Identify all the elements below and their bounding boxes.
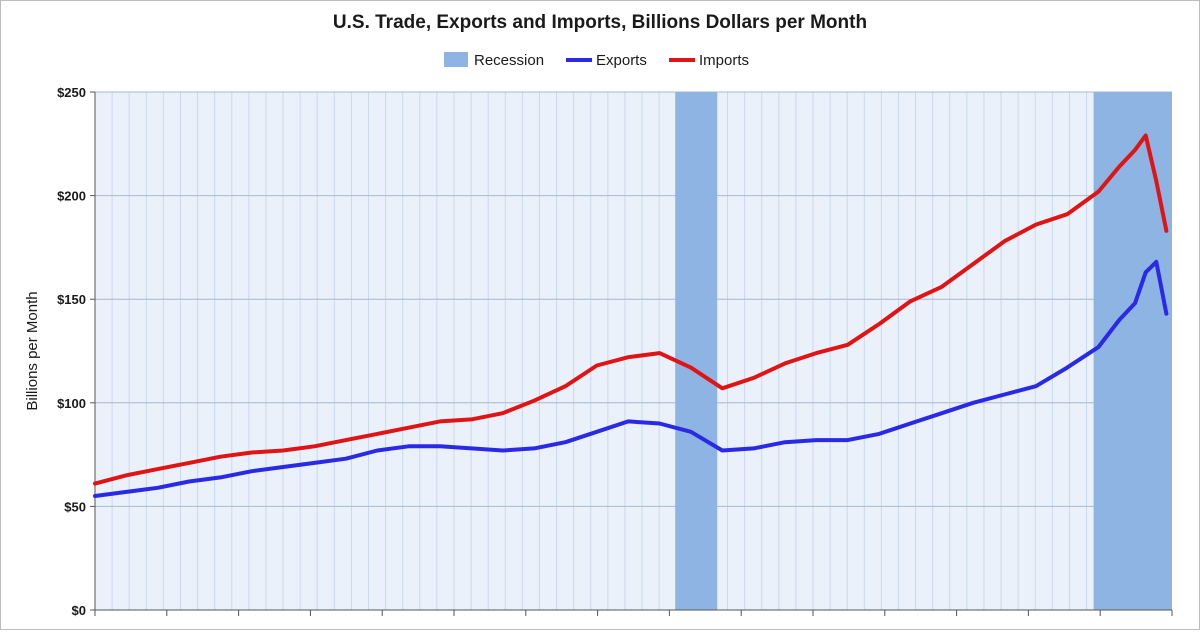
legend-swatch-recession bbox=[444, 52, 468, 67]
legend-label-imports: Imports bbox=[699, 52, 749, 69]
y-tick-labels: $0 $50 $100 $150 $200 $250 bbox=[57, 85, 95, 618]
y-tick-label: $250 bbox=[57, 85, 86, 100]
recession-band bbox=[675, 92, 718, 610]
axes bbox=[94, 92, 1173, 616]
chart-title: U.S. Trade, Exports and Imports, Billion… bbox=[333, 12, 867, 33]
series-line-imports bbox=[93, 133, 1169, 486]
series-lines bbox=[93, 133, 1169, 498]
legend-label-recession: Recession bbox=[474, 52, 544, 69]
legend: Recession Exports Imports bbox=[444, 52, 749, 69]
legend-label-exports: Exports bbox=[596, 52, 647, 69]
recession-band bbox=[1093, 92, 1172, 610]
gridlines bbox=[95, 91, 1172, 610]
plot-area bbox=[95, 92, 1172, 610]
y-tick-label: $150 bbox=[57, 292, 86, 307]
y-tick-label: $200 bbox=[57, 189, 86, 204]
y-tick-label: $100 bbox=[57, 396, 86, 411]
y-tick-label: $0 bbox=[72, 603, 86, 618]
y-tick-label: $50 bbox=[64, 499, 86, 514]
plot-background bbox=[95, 92, 1172, 610]
series-line-exports bbox=[93, 259, 1169, 498]
recession-bands bbox=[675, 92, 1172, 610]
y-axis-label: Billions per Month bbox=[24, 291, 41, 410]
